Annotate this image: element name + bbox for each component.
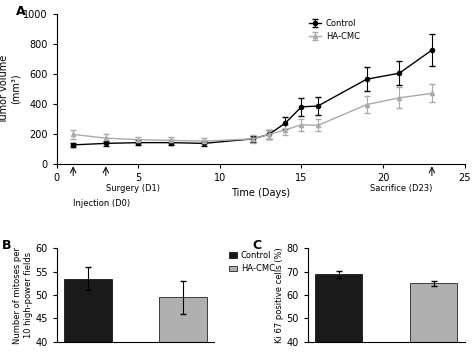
Bar xyxy=(315,274,362,356)
Bar xyxy=(410,283,457,356)
Text: A: A xyxy=(16,5,26,18)
Y-axis label: Ki 67 positive cells (%): Ki 67 positive cells (%) xyxy=(274,247,283,343)
Y-axis label: Tumor volume
(mm³): Tumor volume (mm³) xyxy=(0,54,20,124)
Text: B: B xyxy=(2,239,11,252)
Legend: Control, HA-CMC: Control, HA-CMC xyxy=(226,248,278,277)
Text: Injection (D0): Injection (D0) xyxy=(73,199,130,208)
Text: Sacrifice (D23): Sacrifice (D23) xyxy=(370,184,432,193)
Bar xyxy=(64,279,111,356)
Text: C: C xyxy=(253,239,262,252)
X-axis label: Time (Days): Time (Days) xyxy=(231,188,290,198)
Bar xyxy=(159,297,207,356)
Text: Surgery (D1): Surgery (D1) xyxy=(106,184,160,193)
Legend: Control, HA-CMC: Control, HA-CMC xyxy=(306,15,363,44)
Y-axis label: Number of mitoses per
10 high-power fields: Number of mitoses per 10 high-power fiel… xyxy=(13,247,33,344)
